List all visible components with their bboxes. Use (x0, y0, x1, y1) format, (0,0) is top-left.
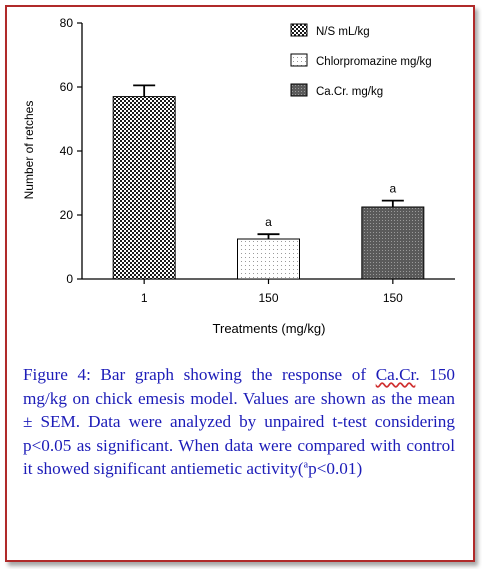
legend-label: Ca.Cr. mg/kg (316, 86, 383, 98)
x-axis-label: Treatments (mg/kg) (213, 321, 326, 336)
significance-label: a (265, 215, 272, 229)
caption-sup: a (303, 459, 309, 471)
x-tick-label: 150 (383, 291, 403, 305)
bars: aa (112, 84, 425, 280)
y-tick-label: 60 (60, 80, 74, 94)
legend-swatch (290, 23, 308, 37)
legend: N/S mL/kg Chlorpromazine mg/kg Ca.Cr. mg/k… (290, 23, 432, 98)
x-tick-label: 150 (258, 291, 278, 305)
y-tick-label: 0 (66, 272, 73, 286)
caption-prefix: Figure 4: Bar graph showing the response… (23, 365, 376, 384)
legend-swatch (290, 83, 308, 97)
bar (361, 206, 425, 280)
legend-swatch (290, 53, 308, 67)
legend-label: N/S mL/kg (316, 26, 370, 38)
bar (237, 238, 300, 280)
caption-underlined: Ca.Cr (375, 365, 416, 384)
caption-suffix: p<0.01) (308, 459, 363, 479)
y-tick-label: 20 (60, 208, 74, 222)
x-tick-label: 1 (141, 291, 148, 305)
figure-caption: Figure 4: Bar graph showing the response… (23, 363, 455, 481)
y-axis-label: Number of retches (22, 101, 36, 200)
y-tick-label: 40 (60, 144, 74, 158)
significance-label: a (389, 182, 396, 196)
figure-frame (5, 5, 475, 562)
bar (112, 96, 176, 280)
legend-label: Chlorpromazine mg/kg (316, 56, 432, 68)
y-tick-label: 80 (60, 16, 74, 30)
caption-middle: . 150 mg/kg on chick emesis model. Value… (23, 365, 456, 479)
